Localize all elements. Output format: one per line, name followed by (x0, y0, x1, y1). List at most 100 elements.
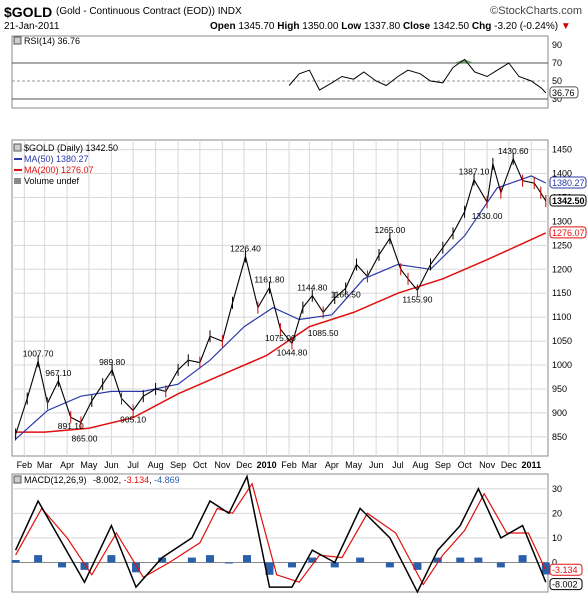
price-annotation: 1226.40 (230, 244, 261, 254)
signal-legend-value: -3.134 (124, 475, 150, 485)
price-annotation: 1007.70 (23, 348, 54, 358)
date-tick-label: Sep (170, 460, 186, 470)
macd-histogram-bar (107, 555, 116, 563)
macd-histogram-bar (474, 557, 483, 563)
brand-watermark: ©StockCharts.com (490, 5, 582, 17)
rsi-tick-label: 90 (552, 40, 562, 50)
date-tick-label: Dec (501, 460, 518, 470)
open-label: Open (210, 21, 236, 32)
macd-histogram-bar (308, 557, 317, 563)
macd-tick-label: 10 (552, 533, 562, 543)
macd-legend: MACD(12,26,9) -8.002, -3.134, -4.869 (13, 475, 180, 485)
signal-line (15, 482, 547, 586)
price-panel: 1007.70 967.10 891.10 865.00 989.80 905.10 122… (11, 139, 587, 592)
date-tick-label: May (345, 460, 363, 470)
macd-histogram-bar (58, 562, 67, 568)
macd-legend-sep-1: , (119, 475, 124, 485)
macd-series (14, 474, 547, 594)
macd-line (14, 474, 547, 594)
volume-legend-swatch (14, 178, 21, 184)
price-annotation: 967.10 (45, 368, 71, 378)
signal-last-value-box (549, 563, 583, 576)
rsi-tick-label: 70 (552, 58, 562, 68)
macd-histogram-bar (132, 562, 141, 573)
date-tick-label: Apr (325, 460, 339, 470)
hist-legend-value: -4.869 (154, 475, 180, 485)
price-annotation: 1430.60 (498, 146, 529, 156)
macd-tick-label: 20 (552, 508, 562, 518)
ma200-line (15, 232, 547, 433)
high-label: High (277, 21, 300, 32)
rsi-tick-label: 50 (552, 76, 562, 86)
chg-label: Chg (471, 21, 492, 32)
ma50-line (15, 175, 547, 440)
ma200-legend-text: MA(200) 1276.07 (24, 165, 94, 175)
ma50-last-value: 1380.27 (552, 178, 585, 188)
rsi-tick-label: 30 (552, 94, 562, 104)
ma200-last-value-box (549, 226, 587, 239)
macd-histogram-bar (206, 555, 215, 563)
date-tick-label: Jul (392, 460, 404, 470)
price-annotation: 865.00 (72, 434, 98, 444)
rsi-last-value: 36.76 (552, 88, 575, 98)
price-tick-label: 1450 (552, 145, 572, 155)
price-annotation: 1044.80 (277, 348, 308, 358)
macd-legend-sep-2: , (149, 475, 154, 485)
price-annotation: 1085.50 (308, 328, 339, 338)
ma200-series (15, 232, 547, 433)
chart-title: $GOLD (4, 4, 53, 20)
low-label: Low (341, 21, 362, 32)
price-tick-label: 850 (552, 432, 567, 442)
price-annotation: 1155.90 (402, 294, 432, 304)
close-label: Close (402, 21, 431, 32)
macd-histogram-bar (385, 562, 394, 568)
close-value: 1342.50 (432, 21, 470, 32)
ma200-last-value: 1276.07 (552, 228, 585, 238)
rsi-last-value-box (549, 86, 579, 99)
price-tick-label: 1300 (552, 216, 572, 226)
rsi-y-ticks: 30 50 70 90 36.76 (549, 40, 579, 104)
date-label: 21-Jan-2011 (4, 21, 60, 32)
price-annotation: 989.80 (99, 357, 125, 367)
close-last-value: 1342.50 (552, 196, 585, 206)
price-annotation: 1075.00 (265, 333, 296, 343)
rsi-legend-text: RSI(14) 36.76 (24, 36, 80, 46)
macd-histogram-bar (541, 562, 550, 575)
rsi-overbought-area (452, 59, 465, 63)
price-panel-frame (11, 139, 549, 457)
macd-legend-text: MACD(12,26,9) -8.002, -3.134, -4.869 (24, 475, 180, 485)
date-tick-label: Jun (104, 460, 119, 470)
date-tick-label: 2010 (257, 460, 277, 470)
macd-histogram-bar (433, 557, 442, 563)
price-annotation: 1144.80 (297, 283, 327, 293)
price-tick-label: 1100 (552, 312, 571, 322)
price-annotation: 905.10 (120, 414, 146, 424)
date-tick-label: Feb (17, 460, 33, 470)
date-tick-label: Sep (435, 460, 451, 470)
high-value: 1350.00 (302, 21, 339, 32)
price-annotation: 891.10 (58, 421, 84, 431)
chg-value: -3.20 (-0.24%) (494, 21, 559, 32)
macd-histogram-bar (356, 557, 365, 563)
price-annotation: 1265.00 (375, 225, 406, 235)
macd-histogram-bar (330, 562, 339, 568)
macd-legend-value: -8.002 (93, 475, 119, 485)
price-tick-label: 1050 (552, 336, 572, 346)
price-tick-label: 1250 (552, 240, 572, 250)
macd-histogram-bar (518, 555, 527, 563)
macd-histogram-bar (158, 557, 167, 563)
close-last-value-box (549, 194, 587, 207)
macd-y-ticks: 0 10 20 30 -3.134 -8.002 (549, 484, 583, 591)
volume-legend-text: Volume undef (24, 176, 80, 186)
rsi-legend-swatch (13, 36, 22, 45)
rsi-series (288, 58, 547, 94)
rsi-line (288, 58, 547, 94)
date-tick-label: Nov (479, 460, 496, 470)
signal-last-value: -3.134 (552, 565, 578, 575)
macd-histogram-bar (11, 560, 20, 563)
macd-last-value: -8.002 (552, 580, 578, 590)
price-annotation: 1161.80 (254, 275, 284, 285)
ohlc-readout: Open 1345.70 High 1350.00 Low 1337.80 Cl… (210, 21, 571, 32)
macd-legend-name: MACD(12,26,9) (24, 475, 87, 485)
